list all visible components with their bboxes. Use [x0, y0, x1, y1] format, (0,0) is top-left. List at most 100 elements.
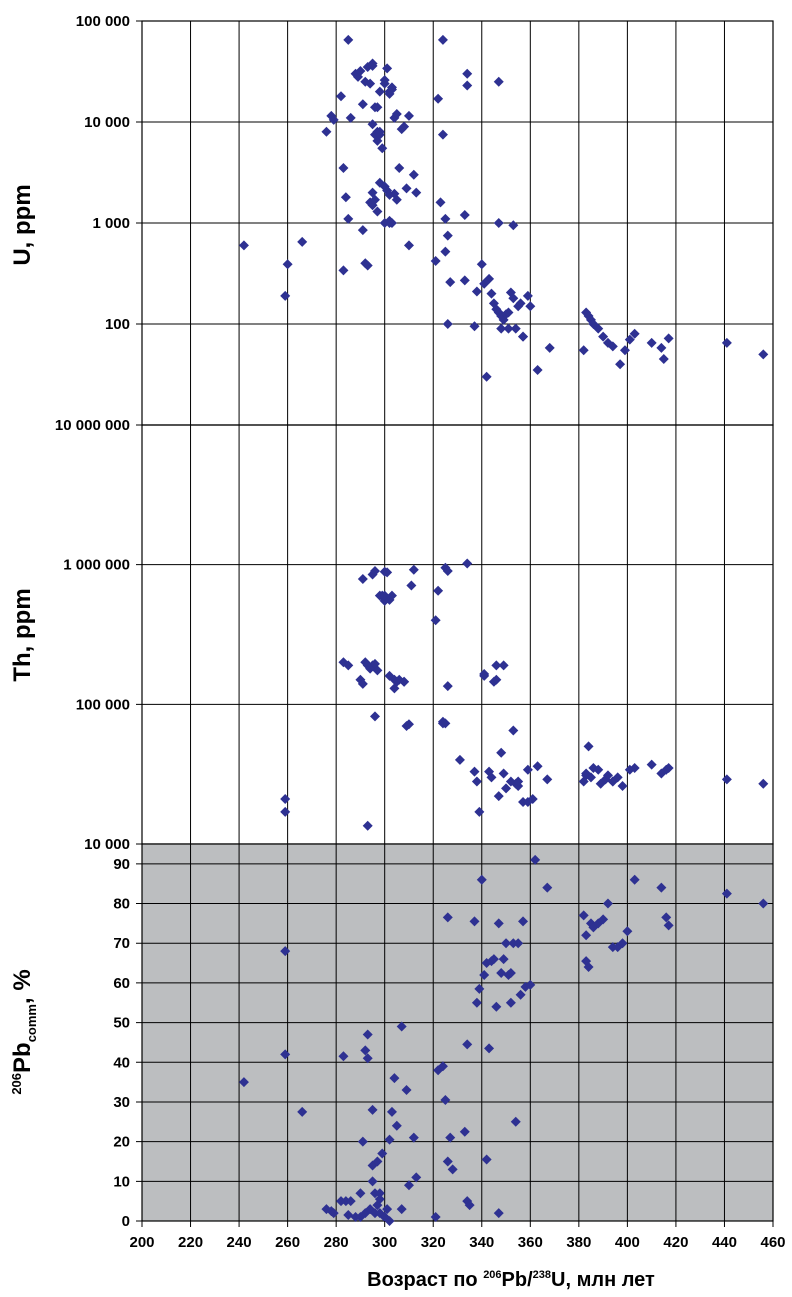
data-point: [486, 288, 497, 299]
data-point: [496, 967, 507, 978]
data-point: [583, 741, 594, 752]
data-point: [379, 590, 390, 601]
data-point: [617, 781, 628, 792]
data-point: [522, 290, 533, 301]
data-point: [362, 260, 373, 271]
pb-axis-label-sub: comm: [24, 1004, 39, 1042]
data-point: [396, 1021, 407, 1032]
x-tick-label: 260: [275, 1234, 300, 1251]
y-tick-label: 10 000: [84, 114, 130, 131]
th-axis-label: Th, ppm: [9, 588, 36, 681]
data-point: [598, 331, 609, 342]
data-point: [357, 1136, 368, 1147]
data-point: [481, 371, 492, 382]
data-point: [401, 183, 412, 194]
data-point: [442, 319, 453, 329]
data-point: [379, 78, 390, 89]
data-point: [522, 764, 533, 775]
data-point: [374, 1188, 385, 1199]
data-point: [486, 772, 497, 783]
data-point: [408, 564, 419, 575]
data-point: [758, 778, 769, 789]
x-tick-label: 400: [615, 1234, 640, 1251]
data-point: [338, 1051, 349, 1062]
data-point: [593, 764, 604, 775]
data-point: [758, 898, 769, 909]
data-point: [391, 1120, 402, 1131]
data-point: [629, 328, 640, 339]
x-tick-label: 340: [469, 1234, 494, 1251]
data-point: [403, 719, 414, 730]
data-point: [362, 1053, 373, 1064]
data-point: [386, 218, 397, 228]
data-point: [471, 997, 482, 1008]
data-point: [386, 590, 397, 601]
data-point: [501, 783, 512, 794]
data-point: [481, 1154, 492, 1165]
data-point: [386, 1106, 397, 1117]
x-axis-label-suffix: U, млн лет: [551, 1269, 655, 1291]
data-point: [367, 1176, 378, 1187]
data-point: [515, 298, 526, 309]
plot-background: [142, 844, 773, 1221]
data-point: [447, 1164, 458, 1175]
data-point: [629, 763, 640, 774]
data-point: [384, 670, 395, 681]
x-axis-label-sup2: 238: [533, 1269, 551, 1281]
data-point: [469, 766, 480, 777]
data-point: [442, 912, 453, 923]
x-tick-label: 360: [518, 1234, 543, 1251]
data-point: [280, 1049, 291, 1060]
x-tick-label: 440: [712, 1234, 737, 1251]
data-point: [399, 121, 410, 132]
y-tick-label: 40: [113, 1054, 130, 1071]
data-point: [469, 321, 480, 332]
y-tick-label: 10 000: [84, 836, 130, 853]
data-point: [440, 213, 451, 224]
y-tick-label: 0: [122, 1213, 130, 1230]
data-point: [493, 918, 504, 929]
data-point: [505, 776, 516, 787]
data-point: [479, 670, 490, 681]
data-point: [362, 1029, 373, 1040]
data-point: [360, 1045, 371, 1056]
data-point: [656, 342, 667, 353]
data-point: [503, 323, 514, 334]
data-point: [615, 359, 626, 370]
data-point: [469, 916, 480, 927]
data-point: [403, 1180, 414, 1191]
data-point: [663, 333, 674, 344]
data-point: [493, 1208, 504, 1219]
data-point: [328, 114, 339, 125]
data-point: [459, 275, 470, 286]
data-point: [238, 240, 249, 251]
data-point: [297, 1106, 308, 1117]
data-point: [607, 776, 618, 787]
data-point: [430, 615, 441, 626]
data-point: [445, 1132, 456, 1143]
data-point: [386, 84, 397, 95]
data-point: [374, 86, 385, 97]
data-point: [328, 1208, 339, 1219]
data-point: [437, 1061, 448, 1072]
data-point: [525, 979, 536, 990]
data-point: [505, 967, 516, 978]
data-point: [437, 129, 448, 140]
pb-axis-label-sup: 206: [9, 1073, 24, 1095]
data-point: [488, 954, 499, 965]
pb-axis-label-main: Pb: [9, 1042, 36, 1073]
data-point: [369, 566, 380, 577]
data-point: [598, 914, 609, 925]
data-point: [282, 259, 293, 270]
data-point: [391, 194, 402, 205]
data-point: [280, 793, 291, 804]
x-axis: 200 220 240 260 280 300 320 340 360 380 400 420 440 4…: [129, 1221, 786, 1251]
data-point: [442, 566, 453, 577]
data-point: [367, 58, 378, 69]
data-point: [518, 331, 529, 342]
data-point: [629, 874, 640, 885]
x-axis-label: Возраст по 206Pb/238U, млн лет: [367, 1269, 655, 1291]
data-point: [493, 791, 504, 802]
data-point: [532, 365, 543, 376]
u-axis-label: U, ppm: [9, 184, 36, 265]
